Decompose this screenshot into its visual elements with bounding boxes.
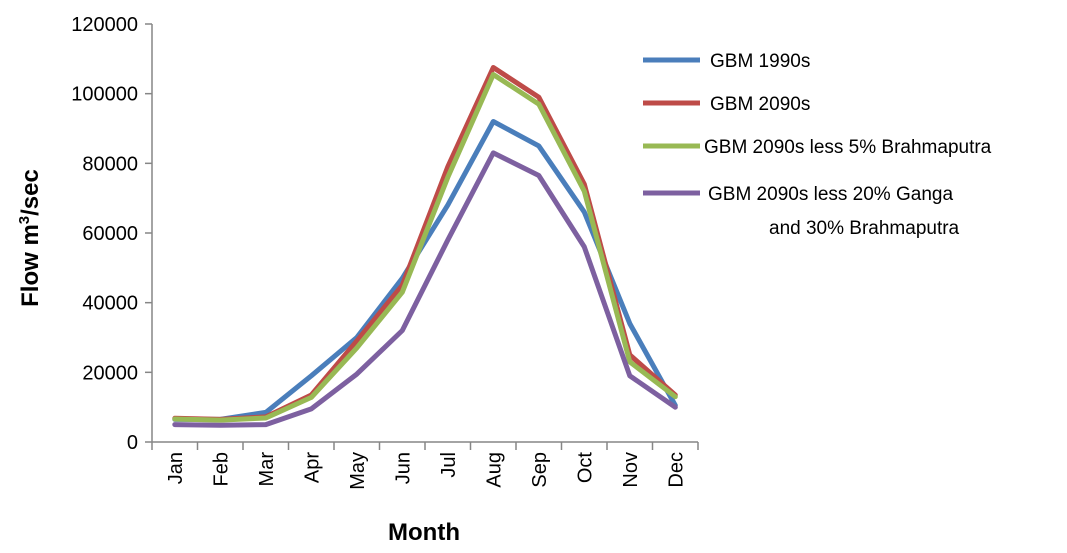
x-tick-label: Aug [483, 452, 505, 488]
series-line-4 [172, 150, 678, 428]
series-layer [172, 65, 678, 428]
legend-label-4-line2: and 30% Brahmaputra [769, 218, 960, 239]
y-tick-label: 80000 [82, 153, 138, 175]
y-tick-label: 100000 [71, 84, 138, 106]
legend-label-1: GBM 1990s [710, 51, 810, 72]
y-tick-label: 20000 [82, 362, 138, 384]
legend-label-4: GBM 2090s less 20% Ganga [708, 184, 953, 205]
y-axis-title: Flow m3/sec [16, 169, 44, 307]
y-axis-title-superscript: 3 [16, 216, 33, 224]
y-axis-title-main: Flow m [17, 224, 44, 307]
x-tick-label: Apr [301, 452, 323, 483]
x-tick-label: Jan [165, 452, 187, 484]
y-tick-label: 120000 [71, 14, 138, 36]
legend: GBM 1990s GBM 2090s GBM 2090s less 5% Brah… [643, 51, 992, 239]
x-tick-label: Jul [438, 452, 460, 478]
y-tick-label: 0 [127, 432, 138, 454]
series-line-3 [172, 72, 678, 423]
legend-label-3: GBM 2090s less 5% Brahmaputra [704, 137, 992, 158]
y-axis-title-rest: /sec [17, 169, 44, 216]
series-line-1 [172, 119, 678, 422]
x-tick-label: May [347, 452, 369, 490]
x-tick-label: Sep [529, 452, 551, 488]
y-tick-label: 40000 [82, 293, 138, 315]
y-tick-label: 60000 [82, 223, 138, 245]
x-tick-label: Dec [665, 452, 687, 488]
x-tick-label: Nov [620, 452, 642, 488]
axes-layer: 0 20000 40000 60000 80000 100000 120000 Jan Feb M… [71, 14, 699, 490]
x-tick-label: Feb [210, 452, 232, 486]
x-tick-label: Jun [392, 452, 414, 484]
legend-label-2: GBM 2090s [710, 94, 810, 115]
x-axis-title: Month [388, 519, 460, 546]
x-tick-label: Mar [256, 452, 278, 487]
x-tick-label: Oct [574, 452, 596, 484]
